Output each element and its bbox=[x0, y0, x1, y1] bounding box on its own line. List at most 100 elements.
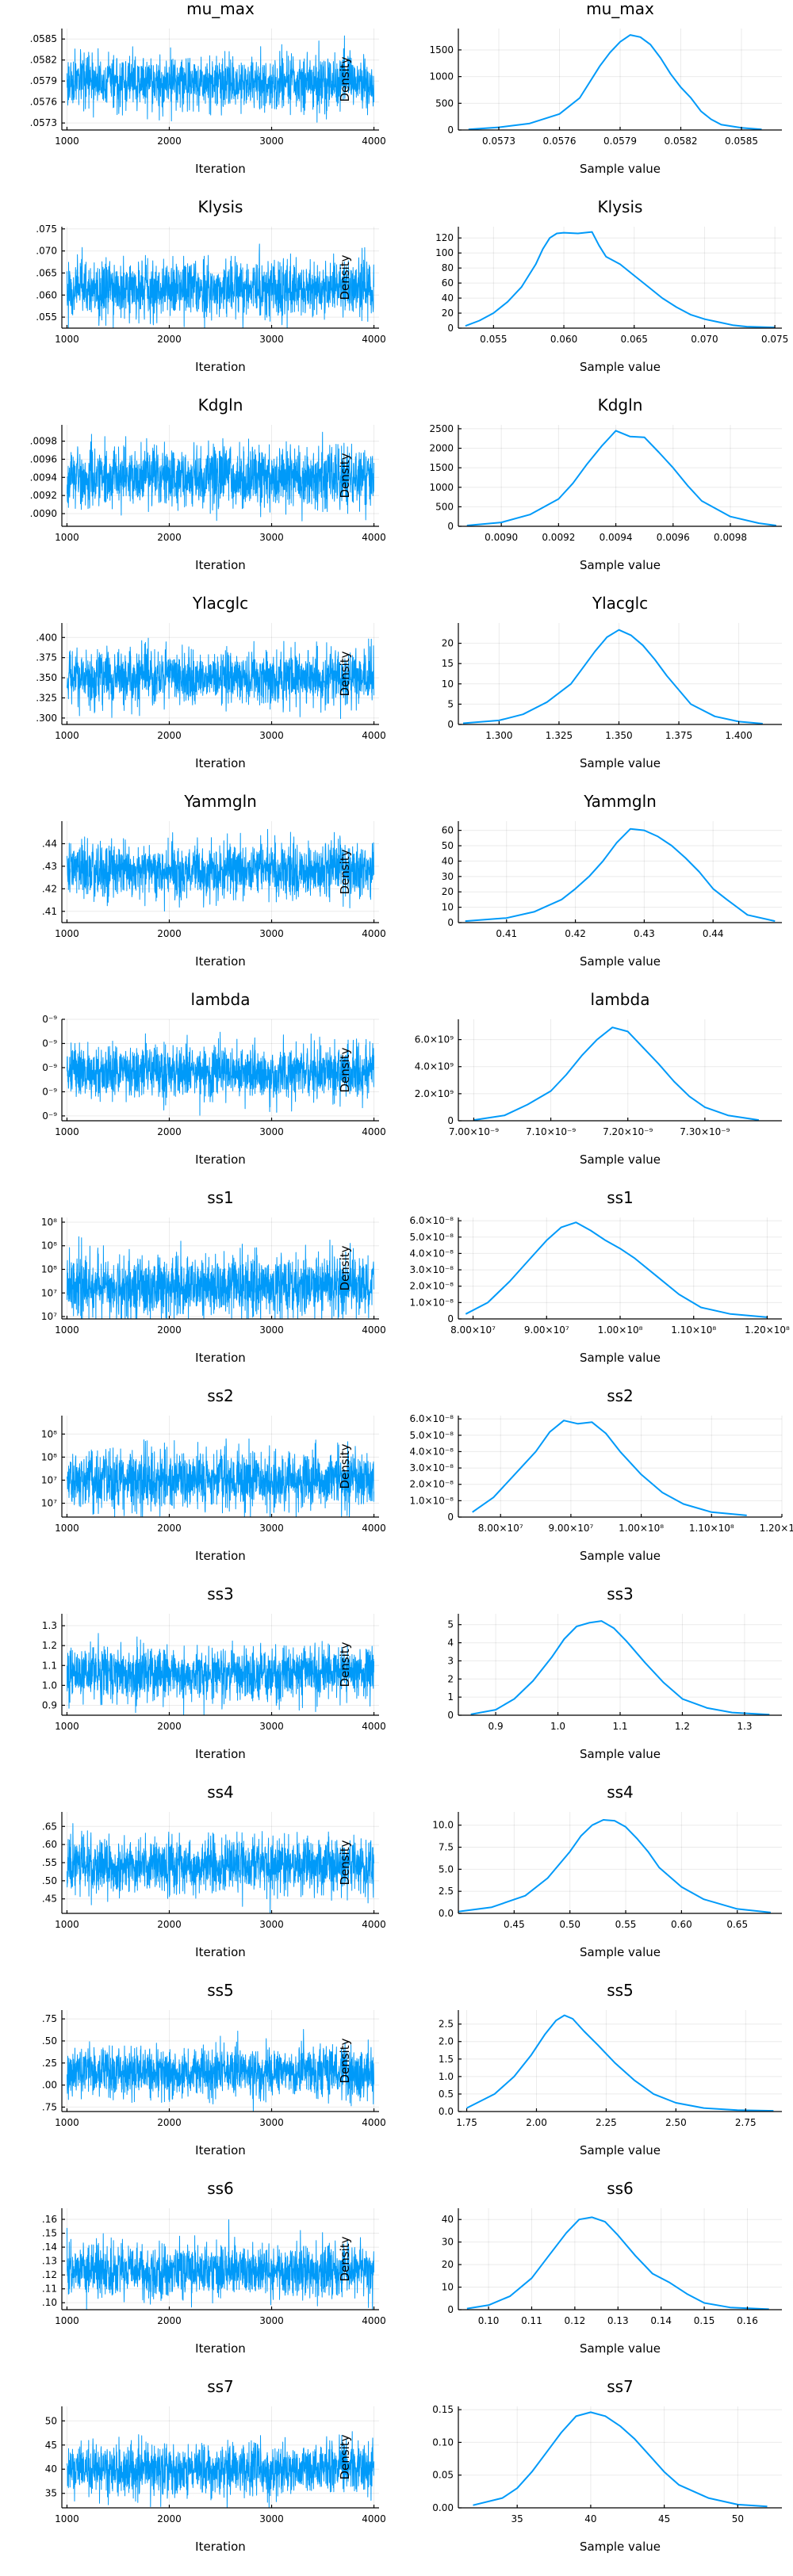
density-line-ss7 bbox=[473, 2411, 768, 2508]
y-tick-label: .75 bbox=[42, 2013, 57, 2024]
trace-line-ss1 bbox=[67, 1236, 374, 1320]
x-tick-label: 2000 bbox=[157, 1126, 182, 1137]
x-tick-label: 0.45 bbox=[504, 1919, 525, 1930]
y-axis-label: Density bbox=[338, 56, 352, 101]
y-tick-label: 0 bbox=[447, 1512, 454, 1523]
y-tick-label: .42 bbox=[42, 883, 57, 894]
x-tick-label: 50 bbox=[732, 2513, 744, 2524]
density-line-mu_max bbox=[468, 34, 762, 131]
x-tick-label: 0.0582 bbox=[665, 136, 698, 147]
x-axis-label: Iteration bbox=[195, 162, 246, 176]
x-tick-label: 1.1 bbox=[612, 1721, 627, 1732]
y-tick-label: .55 bbox=[42, 1857, 57, 1868]
density-panel-ss1: 8.00×10⁷ 9.00×10⁷ 1.00×10⁸ 1.10×10⁸ 1.20×10⁸… bbox=[338, 1188, 790, 1365]
x-tick-label: 3000 bbox=[259, 532, 284, 543]
x-tick-label: 0.070 bbox=[691, 334, 718, 345]
x-tick-label: 1.350 bbox=[605, 730, 632, 741]
y-tick-label: 10⁸ bbox=[41, 1240, 57, 1252]
y-tick-label: 0 bbox=[447, 1710, 454, 1721]
x-tick-label: 3000 bbox=[259, 1721, 284, 1732]
y-tick-label: 1.0×10⁻⁸ bbox=[409, 1297, 454, 1308]
x-axis-label: Sample value bbox=[580, 756, 661, 770]
y-tick-label: 6.0×10⁻⁸ bbox=[409, 1413, 454, 1424]
y-tick-label: .060 bbox=[36, 289, 57, 300]
density-line-Yammgln bbox=[465, 827, 776, 923]
x-tick-label: 4000 bbox=[362, 2117, 386, 2128]
y-tick-label: 1.0×10⁻⁸ bbox=[409, 1495, 454, 1506]
x-axis-label: Sample value bbox=[580, 1351, 661, 1365]
y-tick-label: .0576 bbox=[30, 97, 57, 108]
x-tick-label: 0.055 bbox=[480, 334, 507, 345]
panel-title: ss2 bbox=[607, 1386, 634, 1405]
trace-panel-lambda: 1000 2000 3000 4000 0⁻⁹ 0⁻⁹ 0⁻⁹ 0⁻⁹ 0⁻⁹ lambda Ite… bbox=[42, 990, 386, 1167]
density-line-Klysis bbox=[465, 231, 776, 329]
y-axis-label: Density bbox=[338, 1840, 352, 1885]
density-panel-Ylacglc: 1.300 1.325 1.350 1.375 1.400 0 5 10 15 20 Ylacglc… bbox=[338, 594, 782, 770]
x-axis-label: Sample value bbox=[580, 1945, 661, 1959]
density-panel-Kdgln: 0.0090 0.0092 0.0094 0.0096 0.0098 0 500 1000 15… bbox=[338, 396, 782, 572]
x-tick-label: 3000 bbox=[259, 136, 284, 147]
x-tick-label: 2.00 bbox=[526, 2117, 547, 2128]
y-tick-label: 0.0 bbox=[439, 2106, 454, 2117]
y-tick-label: 3 bbox=[447, 1655, 454, 1666]
y-tick-label: 0.05 bbox=[432, 2470, 454, 2481]
panel-title: ss5 bbox=[607, 1981, 634, 2000]
y-tick-label: 80 bbox=[442, 262, 454, 273]
x-tick-label: 0.0098 bbox=[714, 532, 747, 543]
x-tick-label: 4000 bbox=[362, 136, 386, 147]
x-tick-label: 0.16 bbox=[737, 2315, 758, 2326]
density-line-ss2 bbox=[472, 1420, 747, 1516]
density-panel-Yammgln: 0.41 0.42 0.43 0.44 0 10 20 30 40 50 60 Yammgln Samp… bbox=[338, 792, 782, 969]
x-tick-label: 1.10×10⁸ bbox=[689, 1523, 734, 1534]
y-tick-label: 0.9 bbox=[42, 1699, 57, 1710]
y-tick-label: .375 bbox=[36, 652, 57, 663]
y-tick-label: 2.0×10⁻⁸ bbox=[409, 1479, 454, 1490]
y-tick-label: 20 bbox=[442, 2259, 454, 2270]
panel-title: ss3 bbox=[207, 1584, 234, 1603]
y-tick-label: .41 bbox=[42, 906, 57, 917]
trace-line-Ylacglc bbox=[67, 637, 374, 720]
x-axis-label: Iteration bbox=[195, 360, 246, 374]
y-axis-label: Density bbox=[338, 651, 352, 696]
y-tick-label: 60 bbox=[442, 825, 454, 836]
y-tick-label: 20 bbox=[442, 308, 454, 319]
x-tick-label: 0.0573 bbox=[482, 136, 515, 147]
trace-line-ss2 bbox=[67, 1438, 374, 1518]
x-tick-label: 0.41 bbox=[496, 928, 517, 939]
x-tick-label: 4000 bbox=[362, 928, 386, 939]
y-tick-label: 1000 bbox=[429, 482, 454, 493]
x-tick-label: 4000 bbox=[362, 1324, 386, 1336]
y-tick-label: .0573 bbox=[30, 117, 57, 128]
x-tick-label: 0.15 bbox=[694, 2315, 715, 2326]
y-tick-label: 20 bbox=[442, 638, 454, 649]
x-tick-label: 0.0090 bbox=[485, 532, 518, 543]
x-tick-label: 7.00×10⁻⁹ bbox=[449, 1126, 499, 1137]
panel-title: Kdgln bbox=[598, 396, 643, 415]
x-tick-label: 4000 bbox=[362, 1126, 386, 1137]
density-panel-ss5: 1.75 2.00 2.25 2.50 2.75 0.0 0.5 1.0 1.5 2.0 2.5 ss… bbox=[338, 1981, 782, 2157]
x-tick-label: 9.00×10⁷ bbox=[524, 1324, 569, 1336]
trace-line-ss5 bbox=[67, 2028, 374, 2112]
x-tick-label: 2000 bbox=[157, 1324, 182, 1336]
y-tick-label: 0 bbox=[447, 2304, 454, 2315]
y-tick-label: 10⁷ bbox=[41, 1474, 57, 1485]
x-tick-label: 0.13 bbox=[607, 2315, 629, 2326]
y-tick-label: 6.0×10⁻⁸ bbox=[409, 1215, 454, 1226]
x-tick-label: 4000 bbox=[362, 1721, 386, 1732]
y-tick-label: 10.0 bbox=[432, 1820, 454, 1831]
y-tick-label: .15 bbox=[42, 2228, 57, 2239]
y-tick-label: 0 bbox=[447, 719, 454, 730]
y-tick-label: 2500 bbox=[429, 423, 454, 434]
y-tick-label: 4.0×10⁹ bbox=[415, 1061, 454, 1072]
trace-line-lambda bbox=[67, 1031, 374, 1116]
x-tick-label: 0.14 bbox=[650, 2315, 672, 2326]
y-tick-label: 0.00 bbox=[432, 2502, 454, 2513]
x-tick-label: 2.25 bbox=[596, 2117, 617, 2128]
x-tick-label: 0.12 bbox=[565, 2315, 586, 2326]
x-tick-label: 0.0576 bbox=[543, 136, 577, 147]
x-tick-label: 1000 bbox=[55, 532, 79, 543]
panel-title: mu_max bbox=[586, 0, 654, 18]
y-tick-label: 35 bbox=[45, 2488, 57, 2499]
y-tick-label: 0.0 bbox=[439, 1908, 454, 1919]
y-tick-label: .0090 bbox=[30, 508, 57, 519]
